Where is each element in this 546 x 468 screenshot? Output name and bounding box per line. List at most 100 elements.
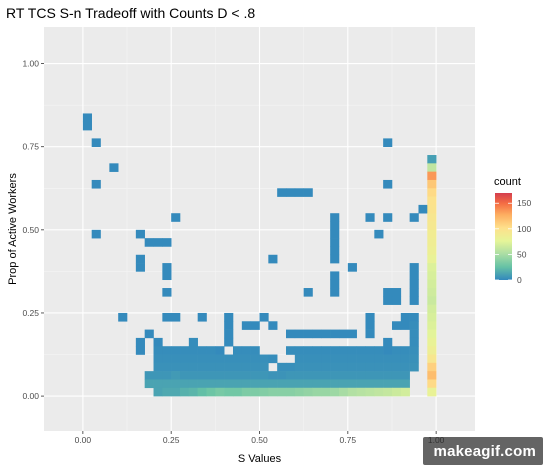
- legend-ticks: 0 50 100 150: [495, 198, 531, 285]
- heatmap-cell: [356, 371, 366, 380]
- heatmap-cell: [180, 346, 190, 355]
- heatmap-cell: [330, 346, 340, 355]
- heatmap-cell: [233, 362, 243, 372]
- heatmap-cell: [409, 321, 419, 330]
- heatmap-cell: [391, 354, 402, 364]
- heatmap-cell: [338, 346, 349, 355]
- heatmap-cell: [188, 346, 198, 355]
- heatmap-cell: [91, 229, 101, 239]
- heatmap-cell: [206, 371, 216, 380]
- heatmap-cell: [286, 329, 296, 339]
- heatmap-cell: [162, 263, 172, 272]
- y-tick-label: 0.00: [22, 391, 39, 401]
- heatmap-cell: [427, 171, 437, 181]
- x-tick-label: 0.25: [163, 435, 180, 445]
- heatmap-cell: [171, 371, 181, 380]
- heatmap-cell: [391, 387, 402, 397]
- heatmap-cell: [241, 371, 251, 380]
- heatmap-cell: [330, 288, 340, 297]
- y-tick-label: 0.75: [22, 142, 39, 152]
- heatmap-cell: [374, 229, 384, 239]
- heatmap-cell: [303, 387, 313, 397]
- legend-title: count: [494, 176, 521, 188]
- heatmap-cell: [427, 296, 437, 305]
- heatmap-cell: [215, 387, 225, 397]
- heatmap-cell: [365, 329, 375, 339]
- heatmap-cell: [427, 188, 437, 197]
- heatmap-cell: [338, 371, 349, 380]
- heatmap-cell: [383, 288, 393, 297]
- heatmap-cell: [338, 379, 349, 389]
- heatmap-cell: [400, 387, 410, 397]
- heatmap-cell: [427, 238, 437, 247]
- heatmap-cell: [277, 362, 287, 372]
- heatmap-cell: [188, 387, 198, 397]
- heatmap-cell: [383, 138, 393, 147]
- y-tick-label: 0.25: [22, 308, 39, 318]
- heatmap-cell: [215, 371, 225, 380]
- heatmap-cell: [206, 354, 216, 364]
- heatmap-cell: [82, 113, 92, 123]
- heatmap-cell: [303, 362, 313, 372]
- heatmap-cell: [162, 346, 172, 355]
- heatmap-cell: [409, 329, 419, 339]
- heatmap-cell: [330, 221, 340, 231]
- heatmap-cell: [303, 371, 313, 380]
- y-axis-title: Prop of Active Workers: [7, 173, 19, 285]
- heatmap-cell: [197, 387, 207, 397]
- heatmap-cell: [188, 379, 198, 389]
- heatmap-cell: [241, 362, 251, 372]
- heatmap-cell: [330, 229, 340, 239]
- heatmap-cell: [277, 387, 287, 397]
- y-axis-ticks: 0.00 0.25 0.50 0.75 1.00: [22, 59, 44, 401]
- heatmap-cell: [144, 329, 154, 339]
- heatmap-cell: [383, 387, 393, 397]
- heatmap-cell: [427, 329, 437, 339]
- heatmap-cell: [303, 329, 313, 339]
- heatmap-cell: [250, 354, 260, 364]
- heatmap-cell: [347, 263, 357, 272]
- heatmap-cell: [383, 179, 393, 189]
- heatmap-cell: [391, 379, 402, 389]
- heatmap-cell: [427, 263, 437, 272]
- heatmap-cell: [383, 213, 393, 222]
- heatmap-cell: [418, 204, 428, 214]
- heatmap-cell: [383, 296, 393, 305]
- heatmap-cell: [303, 188, 313, 197]
- heatmap-cell: [82, 121, 92, 131]
- heatmap-cell: [224, 329, 234, 339]
- heatmap-cell: [153, 371, 163, 380]
- heatmap-cell: [312, 387, 322, 397]
- heatmap-cell: [365, 321, 375, 330]
- heatmap-cell: [180, 371, 190, 380]
- heatmap-cell: [144, 379, 154, 389]
- heatmap-cell: [383, 337, 393, 347]
- heatmap-cell: [153, 238, 163, 247]
- heatmap-cell: [286, 362, 296, 372]
- heatmap-cell: [321, 362, 331, 372]
- heatmap-cell: [391, 288, 402, 297]
- heatmap-cell: [347, 371, 357, 380]
- heatmap-cell: [180, 362, 190, 372]
- heatmap-cell: [294, 387, 304, 397]
- heatmap-cell: [356, 362, 366, 372]
- heatmap-cell: [241, 354, 251, 364]
- heatmap-cell: [250, 387, 260, 397]
- heatmap-cell: [391, 371, 402, 380]
- heatmap-cell: [294, 379, 304, 389]
- heatmap-cell: [268, 254, 278, 264]
- heatmap-cell: [409, 271, 419, 281]
- heatmap-cell: [312, 379, 322, 389]
- heatmap-cell: [312, 354, 322, 364]
- heatmap-cell: [427, 354, 437, 364]
- heatmap-cell: [197, 379, 207, 389]
- heatmap-cell: [365, 354, 375, 364]
- heatmap-cell: [409, 312, 419, 322]
- heatmap-cell: [135, 229, 145, 239]
- heatmap-cell: [153, 337, 163, 347]
- heatmap-cell: [383, 354, 393, 364]
- heatmap-cell: [427, 204, 437, 214]
- heatmap-cell: [171, 387, 181, 397]
- heatmap-cell: [135, 254, 145, 264]
- heatmap-cell: [427, 179, 437, 189]
